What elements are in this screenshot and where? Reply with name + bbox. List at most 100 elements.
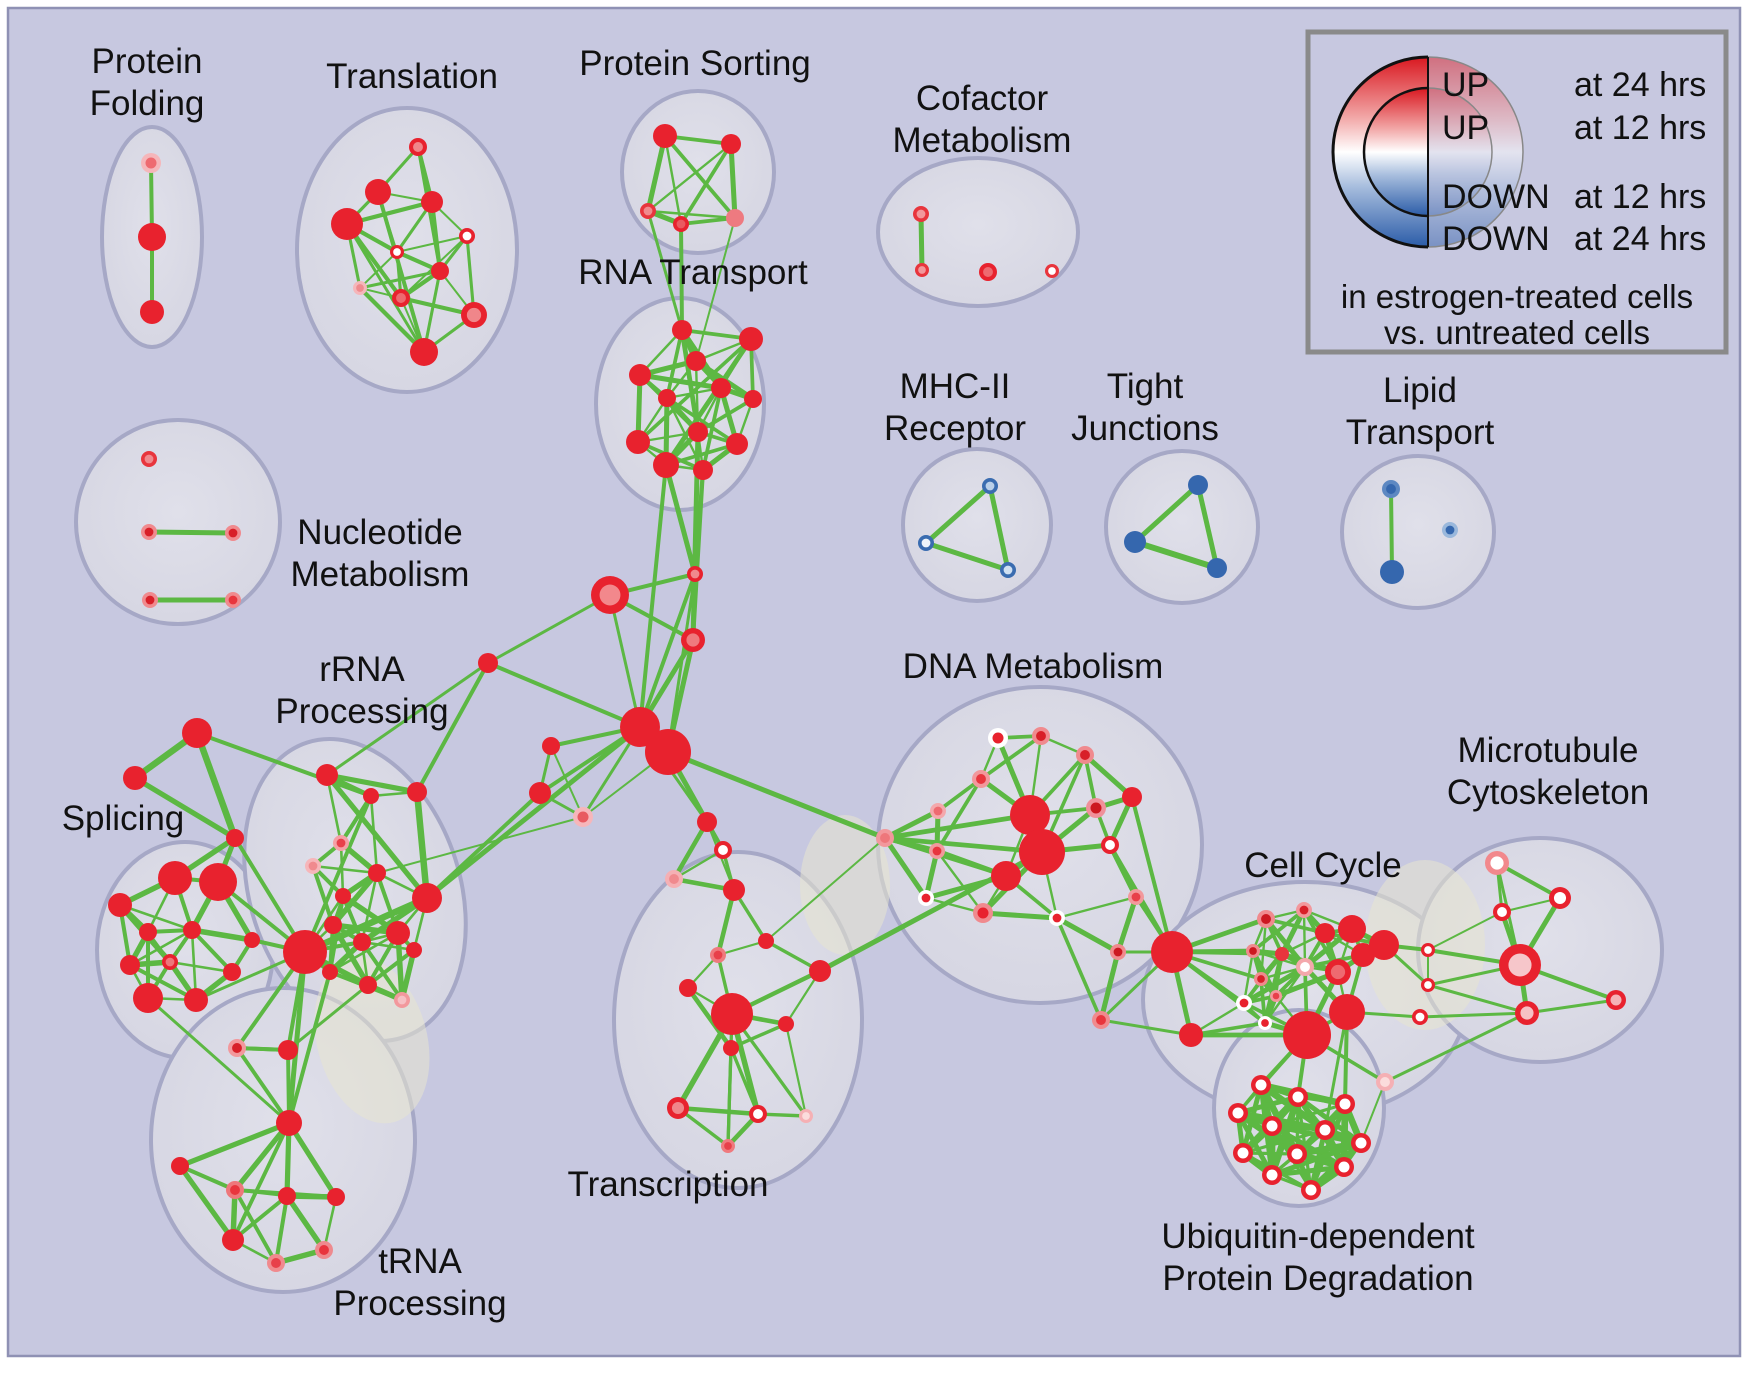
node-cofactor-0[interactable]	[913, 206, 929, 222]
node-hub-4[interactable]	[645, 729, 691, 775]
node-transcription-14[interactable]	[721, 1139, 735, 1153]
node-rna_transport-11[interactable]	[693, 460, 713, 480]
node-microtubule-0[interactable]	[1485, 851, 1509, 875]
node-transcription-13[interactable]	[799, 1109, 813, 1123]
node-rna_transport-5[interactable]	[711, 378, 731, 398]
node-rrna-6[interactable]	[335, 888, 351, 904]
node-trna-2[interactable]	[276, 1110, 302, 1136]
node-nucleotide-3[interactable]	[142, 592, 158, 608]
node-hub-3[interactable]	[620, 707, 660, 747]
node-cell_cycle-1[interactable]	[1257, 910, 1275, 928]
node-cell_cycle-6[interactable]	[1275, 947, 1289, 961]
node-trna-5[interactable]	[278, 1187, 296, 1205]
node-translation-10[interactable]	[410, 338, 438, 366]
node-splicing-4[interactable]	[199, 863, 237, 901]
node-cell_cycle-13[interactable]	[1236, 995, 1252, 1011]
node-lipid-1[interactable]	[1442, 522, 1458, 538]
node-rrna-0[interactable]	[316, 764, 338, 786]
node-translation-9[interactable]	[461, 302, 487, 328]
node-dna-2[interactable]	[1076, 746, 1094, 764]
node-rrna-4[interactable]	[305, 858, 321, 874]
node-protein_sorting-2[interactable]	[640, 203, 656, 219]
node-hub-2[interactable]	[681, 628, 705, 652]
node-dna-13[interactable]	[918, 890, 934, 906]
node-cell_cycle-16[interactable]	[1329, 994, 1365, 1030]
node-ubiquitin-11[interactable]	[1301, 1180, 1321, 1200]
node-translation-5[interactable]	[390, 245, 404, 259]
node-rrna-12[interactable]	[283, 930, 327, 974]
node-rrna-11[interactable]	[406, 942, 422, 958]
node-microtubule-1[interactable]	[1549, 887, 1571, 909]
node-rrna-7[interactable]	[412, 883, 442, 913]
node-transcription-9[interactable]	[778, 1016, 794, 1032]
node-cell_cycle-17[interactable]	[1179, 1023, 1203, 1047]
node-lipid-0[interactable]	[1382, 480, 1400, 498]
node-splicing-2[interactable]	[226, 829, 244, 847]
node-dna-0[interactable]	[988, 728, 1008, 748]
node-protein_sorting-4[interactable]	[726, 209, 744, 227]
node-microtubule-3[interactable]	[1421, 943, 1435, 957]
node-translation-3[interactable]	[331, 208, 363, 240]
node-cell_cycle-2[interactable]	[1296, 902, 1312, 918]
node-dna-9[interactable]	[1019, 829, 1065, 875]
node-splicing-8[interactable]	[120, 955, 140, 975]
node-transcription-0[interactable]	[697, 812, 717, 832]
node-cell_cycle-5[interactable]	[1246, 944, 1260, 958]
node-rna_transport-6[interactable]	[744, 390, 762, 408]
node-cell_cycle-12[interactable]	[1270, 990, 1282, 1002]
node-transcription-7[interactable]	[679, 979, 697, 997]
node-ubiquitin-1[interactable]	[1288, 1087, 1308, 1107]
node-rna_transport-10[interactable]	[653, 452, 679, 478]
node-tight-0[interactable]	[1188, 475, 1208, 495]
node-microtubule-2[interactable]	[1493, 903, 1511, 921]
node-ubiquitin-10[interactable]	[1262, 1165, 1282, 1185]
node-protein_sorting-1[interactable]	[721, 134, 741, 154]
node-mhc-1[interactable]	[918, 535, 934, 551]
node-translation-7[interactable]	[353, 281, 367, 295]
node-transcription-1[interactable]	[714, 841, 732, 859]
node-splicing-12[interactable]	[223, 963, 241, 981]
node-dna-8[interactable]	[1010, 795, 1050, 835]
node-transcription-12[interactable]	[749, 1105, 767, 1123]
node-trna-8[interactable]	[267, 1254, 285, 1272]
node-splicing-6[interactable]	[139, 923, 157, 941]
node-translation-1[interactable]	[365, 179, 391, 205]
node-dna-11[interactable]	[1101, 836, 1119, 854]
node-rna_transport-1[interactable]	[739, 327, 763, 351]
node-ubiquitin-2[interactable]	[1335, 1094, 1355, 1114]
node-transcription-11[interactable]	[667, 1097, 689, 1119]
node-ubiquitin-7[interactable]	[1233, 1143, 1253, 1163]
node-nucleotide-1[interactable]	[141, 524, 157, 540]
node-hub-8[interactable]	[478, 653, 498, 673]
node-cell_cycle-11[interactable]	[1254, 972, 1268, 986]
node-splicing-13[interactable]	[244, 932, 260, 948]
node-rrna-5[interactable]	[368, 864, 386, 882]
node-microtubule-8[interactable]	[1412, 1009, 1428, 1025]
node-trna-7[interactable]	[222, 1229, 244, 1251]
node-dna-10[interactable]	[991, 861, 1021, 891]
node-cell_cycle-14[interactable]	[1258, 1016, 1272, 1030]
node-translation-4[interactable]	[459, 228, 475, 244]
node-rna_transport-0[interactable]	[672, 320, 692, 340]
node-cell_cycle-8[interactable]	[1325, 959, 1351, 985]
node-splicing-1[interactable]	[123, 766, 147, 790]
node-splicing-3[interactable]	[158, 861, 192, 895]
node-rna_transport-4[interactable]	[658, 389, 676, 407]
node-dna-6[interactable]	[1122, 787, 1142, 807]
node-transcription-6[interactable]	[809, 960, 831, 982]
node-microtubule-4[interactable]	[1499, 944, 1541, 986]
node-transcription-10[interactable]	[723, 1040, 739, 1056]
node-rrna-15[interactable]	[394, 992, 410, 1008]
node-tight-2[interactable]	[1207, 558, 1227, 578]
node-hub-0[interactable]	[591, 576, 629, 614]
node-splicing-10[interactable]	[133, 983, 163, 1013]
node-dna-17[interactable]	[1110, 944, 1126, 960]
node-translation-6[interactable]	[431, 262, 449, 280]
node-transcription-4[interactable]	[758, 933, 774, 949]
node-microtubule-6[interactable]	[1606, 990, 1626, 1010]
node-translation-8[interactable]	[392, 289, 410, 307]
node-dna-12[interactable]	[1128, 889, 1144, 905]
node-ubiquitin-5[interactable]	[1315, 1120, 1335, 1140]
node-cell_cycle-0[interactable]	[1151, 931, 1193, 973]
node-cell_cycle-9[interactable]	[1351, 943, 1375, 967]
